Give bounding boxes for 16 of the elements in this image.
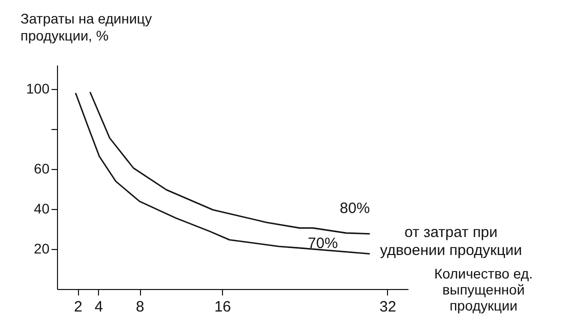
line-series bbox=[89, 91, 371, 234]
x-tick-label: 16 bbox=[214, 298, 232, 316]
x-tick-label: 2 bbox=[74, 298, 82, 316]
series-label: 70% bbox=[308, 234, 338, 252]
y-tick-label: 60 bbox=[34, 160, 50, 176]
x-axis-title: Количество ед. выпущенной продукции bbox=[434, 266, 533, 314]
line-series bbox=[74, 92, 371, 254]
x-tick-label: 8 bbox=[136, 298, 144, 316]
x-tick-label: 32 bbox=[380, 298, 396, 316]
annotation: от затрат при удвоении продукции bbox=[380, 224, 522, 259]
y-tick-label: 40 bbox=[34, 200, 50, 216]
y-tick-label: 20 bbox=[34, 240, 50, 256]
y-tick-label: 100 bbox=[26, 80, 50, 96]
x-tick-label: 4 bbox=[94, 298, 103, 316]
series-label: 80% bbox=[340, 200, 370, 217]
y-axis-title: Затраты на единицу продукции, % bbox=[20, 10, 152, 44]
